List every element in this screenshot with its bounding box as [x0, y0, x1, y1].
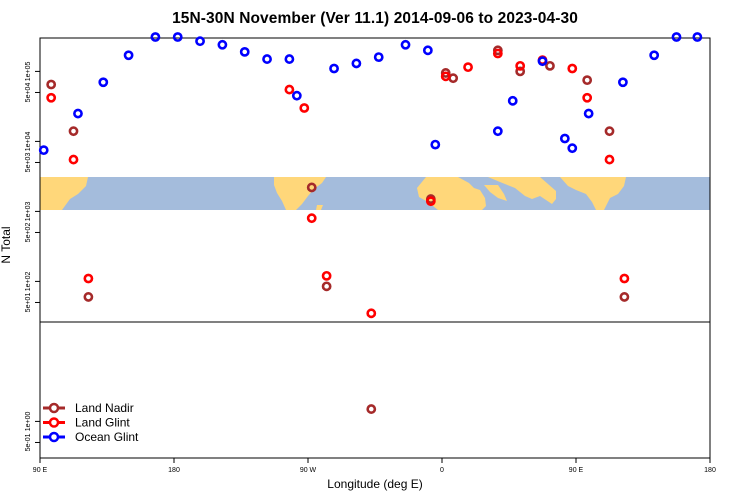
point-ocean-glint: [559, 133, 570, 144]
legend: Land Nadir Land Glint Ocean Glint: [43, 401, 139, 444]
x-tick-label: 180: [704, 467, 716, 474]
point-land-glint: [492, 48, 503, 59]
point-ocean-glint: [422, 45, 433, 56]
point-land-glint: [46, 92, 57, 103]
land-shape: [600, 186, 609, 197]
data-points: [38, 32, 703, 414]
point-land-glint: [604, 154, 615, 165]
point-ocean-glint: [262, 54, 272, 64]
point-ocean-glint: [618, 77, 628, 88]
point-ocean-glint: [492, 126, 503, 137]
y-tick-label: 5e+01: [25, 293, 32, 313]
point-land-nadir: [366, 404, 377, 414]
point-ocean-glint: [671, 32, 682, 42]
legend-label-land-glint: Land Glint: [75, 416, 130, 430]
point-ocean-glint: [291, 90, 302, 101]
point-land-glint: [366, 308, 377, 319]
point-ocean-glint: [649, 50, 660, 61]
y-tick-label: 5e+02: [25, 223, 32, 243]
legend-item-land-glint: Land Glint: [43, 416, 130, 430]
point-ocean-glint: [217, 39, 228, 50]
point-land-nadir: [46, 79, 57, 90]
land-shape: [560, 177, 626, 210]
point-ocean-glint: [400, 39, 411, 50]
point-ocean-glint: [692, 32, 703, 42]
point-ocean-glint: [373, 52, 384, 63]
y-tick-label: 1e+02: [25, 271, 32, 291]
y-tick-label: 1e+04: [25, 131, 32, 151]
axes: 90 E 180 90 W 0 90 E 180 5e-01 1e+00 5e+01 1e+02 5…: [25, 61, 716, 474]
point-land-glint: [463, 62, 473, 73]
point-land-nadir: [83, 292, 94, 302]
land-shape: [40, 177, 88, 210]
point-land-glint: [515, 60, 526, 71]
point-land-nadir: [440, 68, 451, 78]
point-land-nadir: [582, 75, 593, 86]
point-land-glint: [68, 154, 79, 165]
land-shape: [488, 177, 556, 204]
point-land-glint: [83, 273, 94, 284]
point-ocean-glint: [172, 32, 183, 42]
point-land-nadir: [619, 292, 630, 302]
point-ocean-glint: [98, 77, 109, 88]
point-ocean-glint: [239, 46, 250, 57]
y-tick-label: 5e-01: [25, 433, 32, 451]
y-tick-label: 5e+03: [25, 153, 32, 173]
land-shape: [316, 205, 323, 210]
point-land-glint: [299, 103, 310, 113]
x-axis-label: Longitude (deg E): [327, 477, 422, 491]
y-tick-label: 1e+00: [25, 411, 32, 431]
x-tick-label: 180: [168, 467, 180, 474]
plot-frame: [39, 37, 711, 459]
point-land-glint: [582, 92, 593, 103]
x-tick-label: 90 E: [569, 467, 584, 474]
point-ocean-glint: [195, 36, 205, 47]
point-land-glint: [321, 270, 332, 281]
x-tick-label: 0: [440, 467, 444, 474]
x-tick-label: 90 W: [300, 467, 317, 474]
point-ocean-glint: [123, 50, 134, 61]
world-map-strip: [40, 177, 710, 210]
point-ocean-glint: [430, 139, 441, 150]
point-land-nadir: [68, 126, 79, 137]
point-land-glint: [306, 213, 317, 224]
point-land-glint: [425, 196, 436, 207]
point-land-nadir: [306, 182, 317, 193]
point-ocean-glint: [329, 63, 339, 74]
x-tick-label: 90 E: [33, 467, 48, 474]
point-land-glint: [440, 71, 451, 82]
chart-title: 15N-30N November (Ver 11.1) 2014-09-06 t…: [172, 10, 578, 27]
legend-label-land-nadir: Land Nadir: [75, 401, 134, 415]
point-ocean-glint: [284, 54, 295, 64]
point-land-glint: [619, 273, 630, 284]
legend-item-land-nadir: Land Nadir: [43, 401, 134, 415]
point-land-nadir: [448, 73, 459, 84]
point-land-glint: [284, 84, 295, 95]
point-ocean-glint: [537, 56, 548, 67]
point-ocean-glint: [507, 95, 518, 106]
point-land-nadir: [321, 281, 332, 292]
land-shape: [484, 185, 507, 201]
y-tick-label: 5e+04: [25, 83, 32, 103]
point-ocean-glint: [567, 143, 578, 154]
point-ocean-glint: [150, 32, 161, 42]
point-land-glint: [567, 63, 578, 74]
y-tick-label: 1e+05: [25, 61, 32, 81]
legend-item-ocean-glint: Ocean Glint: [43, 430, 139, 444]
y-axis-label: N Total: [0, 226, 13, 263]
point-ocean-glint: [351, 58, 362, 69]
point-land-nadir: [515, 66, 526, 77]
point-ocean-glint: [73, 108, 83, 119]
point-ocean-glint: [38, 145, 49, 156]
point-land-nadir: [604, 126, 615, 137]
y-tick-label: 1e+03: [25, 201, 32, 221]
point-ocean-glint: [583, 108, 594, 119]
legend-label-ocean-glint: Ocean Glint: [75, 430, 139, 444]
point-land-nadir: [545, 60, 555, 71]
